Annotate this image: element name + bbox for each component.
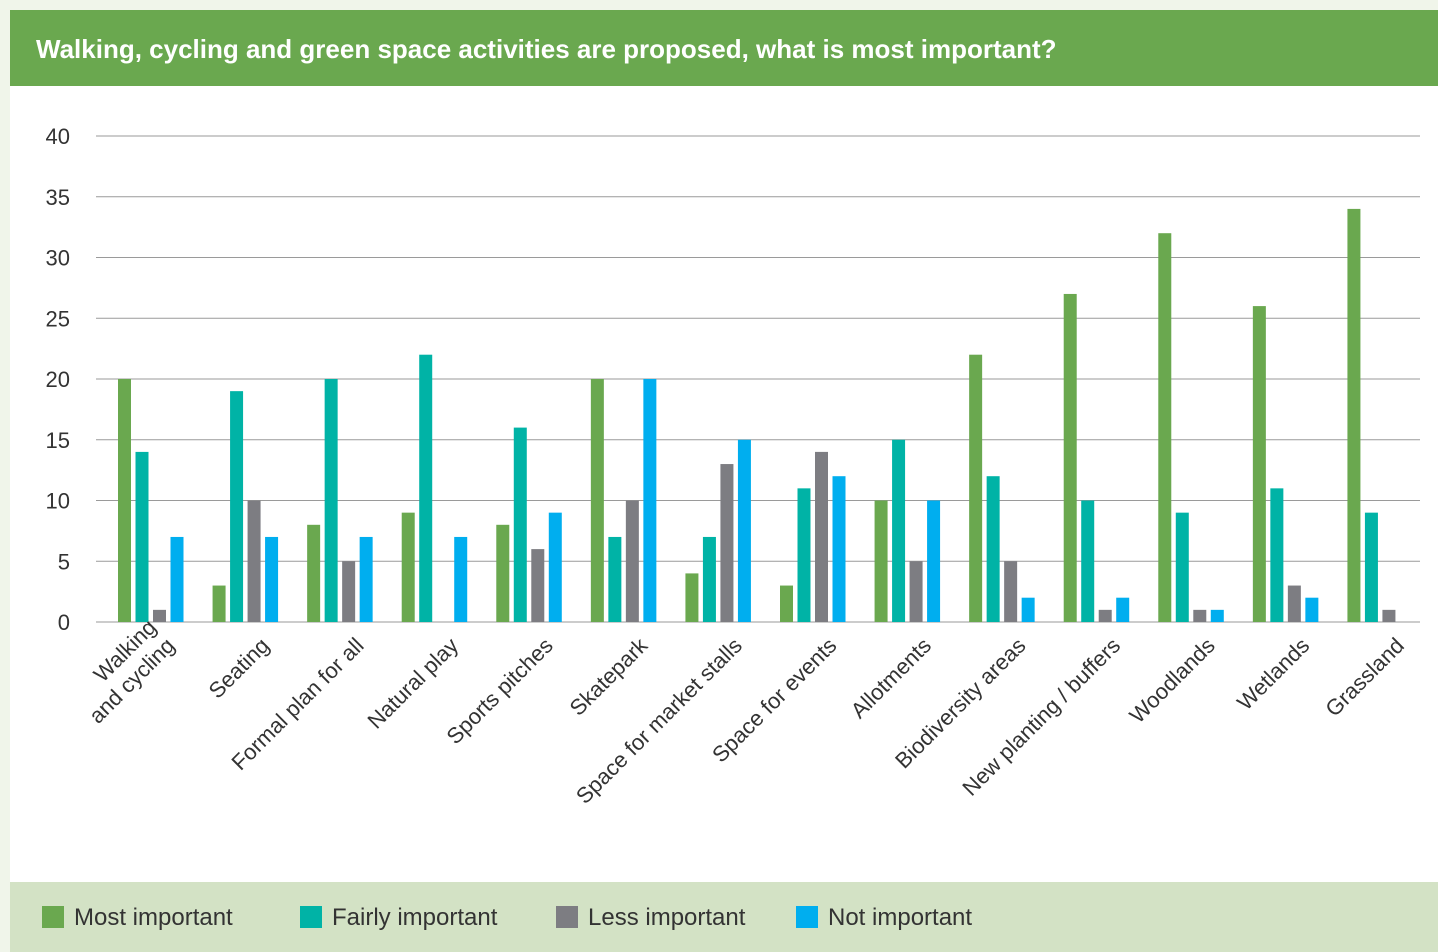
- bar: [1252, 306, 1266, 622]
- bar: [342, 561, 356, 622]
- bar: [874, 500, 888, 622]
- bar: [153, 609, 166, 622]
- bar: [892, 439, 906, 622]
- bar: [1175, 512, 1189, 622]
- bar: [419, 354, 433, 622]
- legend-label-less-important: Less important: [588, 904, 746, 931]
- y-tick-label: 0: [58, 610, 70, 635]
- bar: [1382, 609, 1396, 622]
- legend-label-most-important: Most important: [74, 904, 233, 931]
- y-tick-label: 30: [46, 246, 70, 271]
- bar: [1004, 561, 1018, 622]
- bar: [969, 354, 983, 622]
- bar: [531, 549, 545, 622]
- chart-title: Walking, cycling and green space activit…: [36, 34, 1057, 64]
- bar: [1116, 597, 1130, 622]
- x-category-label: Grassland: [1320, 633, 1409, 722]
- x-category-label: Woodlands: [1125, 633, 1220, 728]
- bar: [1287, 585, 1301, 622]
- bar: [1063, 293, 1077, 622]
- legend: Most important Fairly important Less imp…: [10, 882, 1438, 952]
- legend-swatch-most-important: [42, 906, 64, 928]
- y-tick-label: 25: [46, 306, 70, 331]
- bar: [832, 476, 846, 622]
- bar: [927, 500, 941, 622]
- y-tick-label: 35: [46, 185, 70, 210]
- bar: [685, 573, 699, 622]
- bar: [1081, 500, 1095, 622]
- bar: [359, 536, 373, 622]
- x-category-label: Walkingand cycling: [66, 614, 180, 728]
- bar: [643, 379, 657, 622]
- bar: [720, 464, 734, 622]
- legend-label-fairly-important: Fairly important: [332, 904, 498, 931]
- x-category-label: Space for market stalls: [571, 633, 747, 809]
- bar: [230, 391, 244, 622]
- title-bar: Walking, cycling and green space activit…: [10, 10, 1438, 86]
- y-tick-label: 15: [46, 428, 70, 453]
- bar: [548, 512, 562, 622]
- legend-swatch-less-important: [556, 906, 578, 928]
- bar: [1347, 208, 1361, 622]
- bar: [324, 379, 338, 622]
- bar: [737, 439, 751, 622]
- bar: [780, 585, 793, 622]
- bar: [307, 524, 321, 622]
- bar: [815, 451, 828, 622]
- bar: [590, 379, 604, 622]
- bar: [496, 524, 510, 622]
- x-category-label: Natural play: [363, 633, 464, 734]
- bar: [909, 561, 923, 622]
- legend-swatch-not-important: [796, 906, 818, 928]
- bar: [513, 427, 527, 622]
- bar: [170, 536, 184, 622]
- bar: [1193, 609, 1207, 622]
- bar: [265, 536, 279, 622]
- bar: [702, 536, 716, 622]
- bar: [1098, 609, 1112, 622]
- y-tick-label: 10: [46, 489, 70, 514]
- x-category-label: Allotments: [846, 633, 936, 723]
- legend-swatch-fairly-important: [300, 906, 322, 928]
- bar-chart: 0 5 10 15 20 25 30 35 40 Walkingand cycling Seatin…: [46, 124, 1420, 809]
- bar: [1158, 233, 1172, 622]
- y-tick-label: 5: [58, 549, 70, 574]
- bar: [401, 512, 415, 622]
- y-tick-label: 40: [46, 124, 70, 149]
- x-category-label: Seating: [204, 633, 274, 703]
- bar: [454, 536, 468, 622]
- bar: [1305, 597, 1319, 622]
- bar: [247, 500, 261, 622]
- legend-label-not-important: Not important: [828, 904, 973, 931]
- bar: [212, 585, 226, 622]
- bar: [625, 500, 639, 622]
- bar: [1364, 512, 1378, 622]
- x-category-label: Wetlands: [1232, 633, 1314, 715]
- bar: [135, 451, 149, 622]
- bar: [118, 379, 131, 622]
- bar: [608, 536, 622, 622]
- y-tick-label: 20: [46, 367, 70, 392]
- x-category-label: New planting / buffers: [957, 633, 1125, 801]
- x-category-label: Skatepark: [565, 632, 653, 720]
- bar: [1210, 609, 1224, 622]
- bar: [986, 476, 1000, 622]
- bar: [1021, 597, 1035, 622]
- bar: [797, 488, 811, 622]
- bar: [1270, 488, 1284, 622]
